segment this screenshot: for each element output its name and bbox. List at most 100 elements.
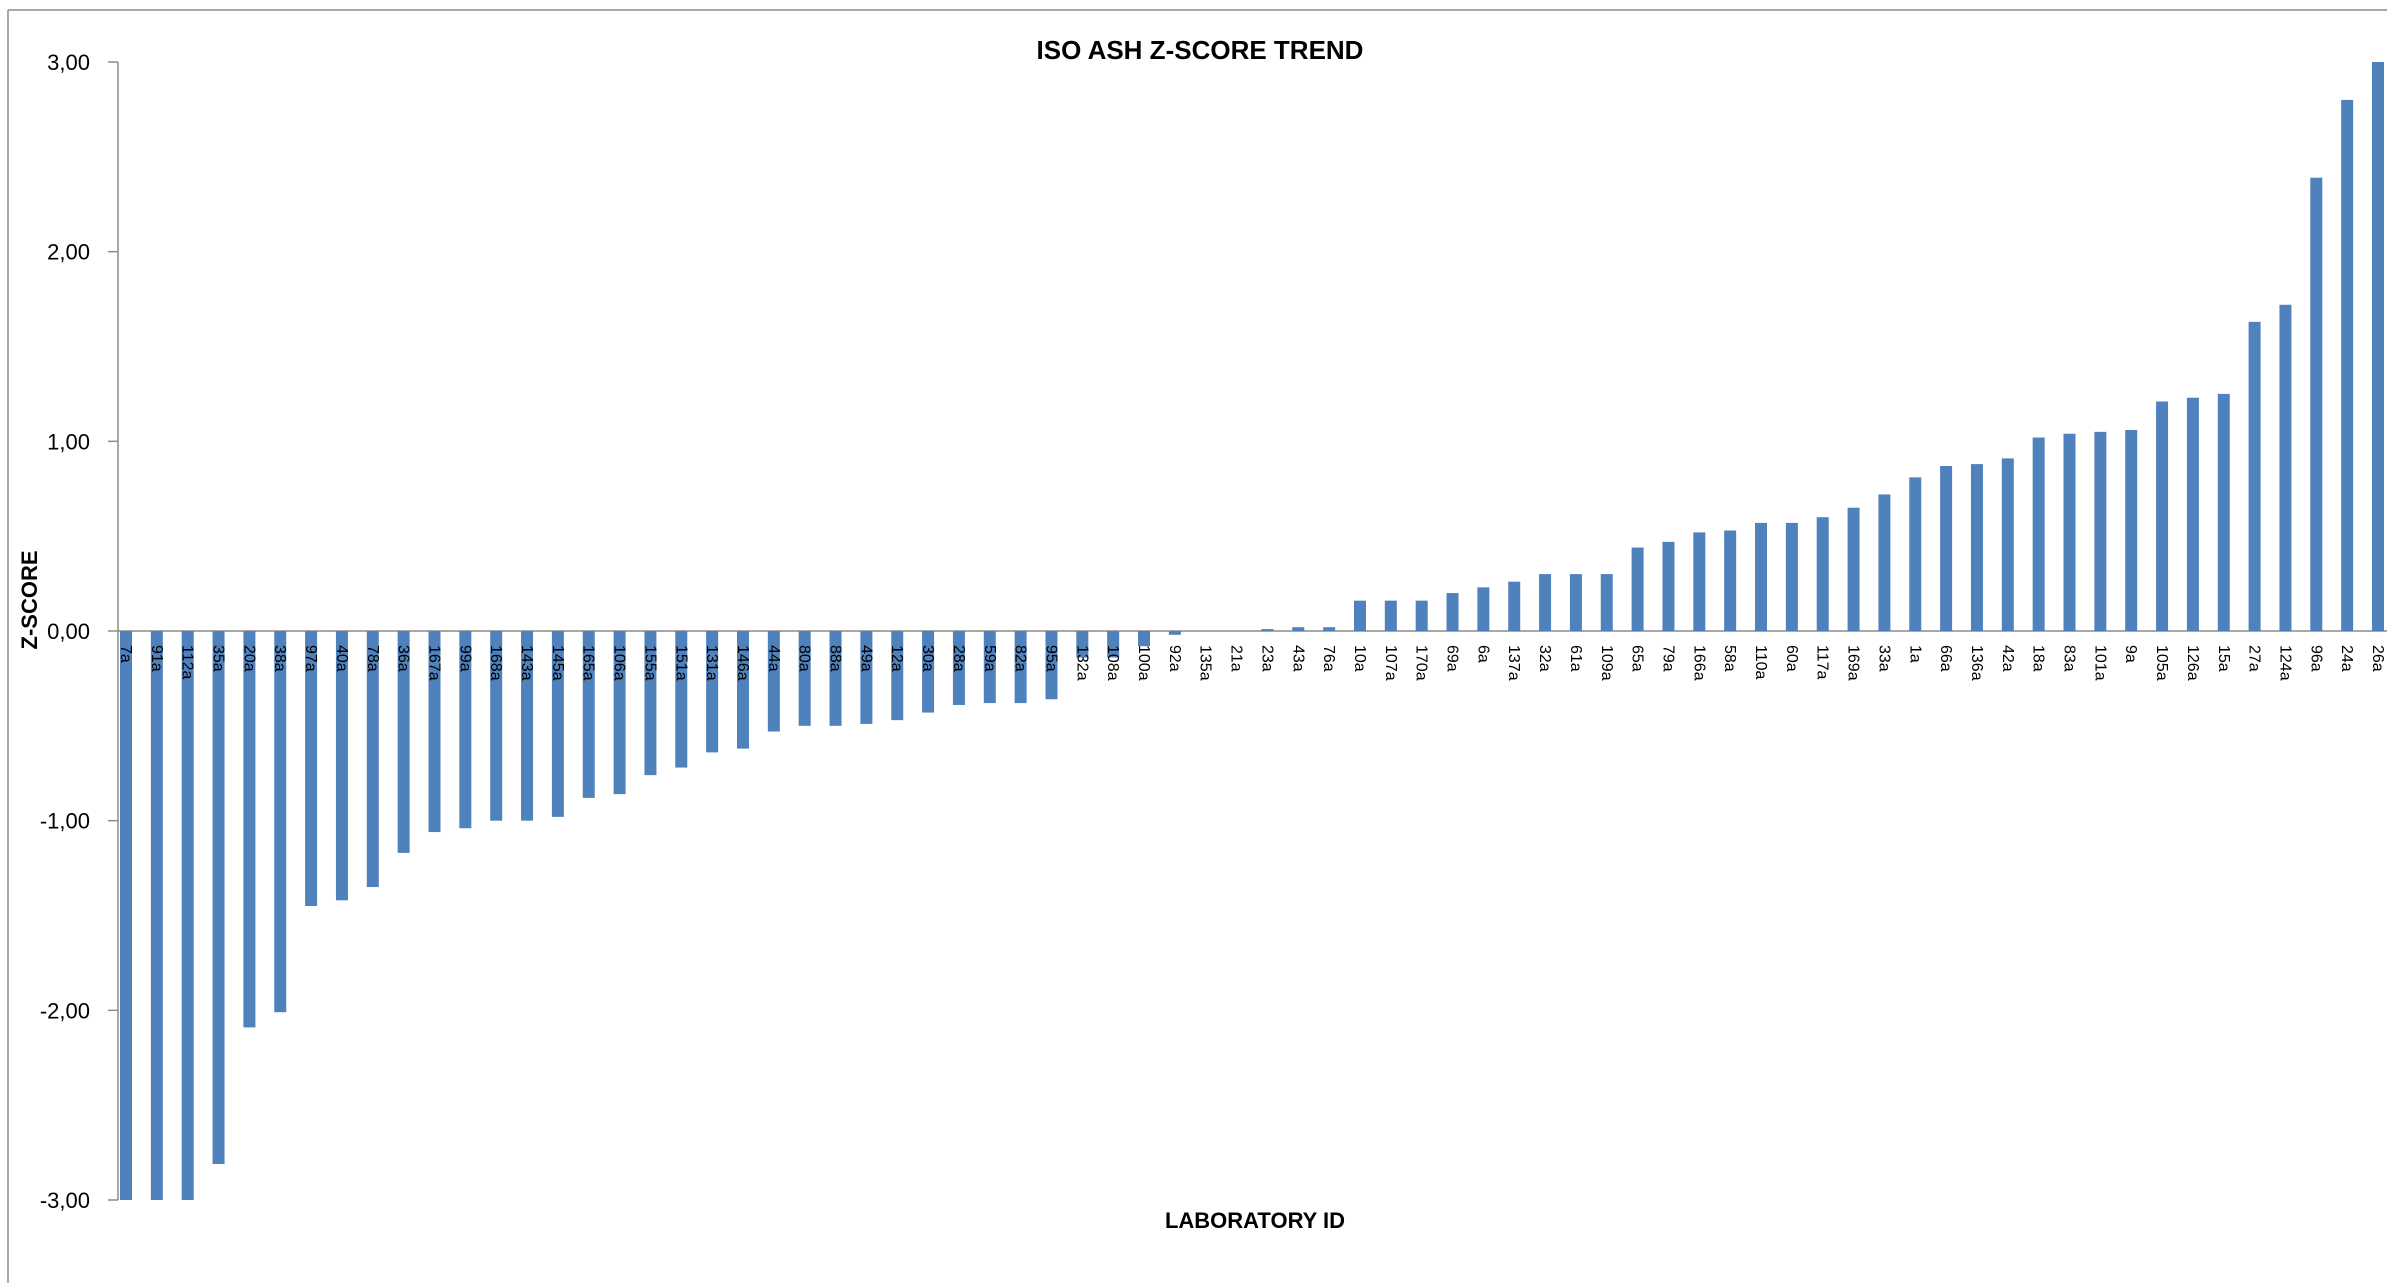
bar-88a — [829, 631, 842, 726]
x-tick-label: 23a — [1258, 645, 1275, 672]
bar-7a — [120, 631, 132, 1200]
bar-23a — [1261, 629, 1274, 631]
bar-49a — [860, 631, 873, 724]
x-tick-label: 30a — [919, 645, 936, 672]
bar-58a — [1724, 530, 1737, 631]
bar-60a — [1785, 522, 1798, 631]
x-tick-label: 65a — [1629, 645, 1646, 672]
x-tick-label: 166a — [1690, 645, 1707, 681]
x-tick-label: 15a — [2215, 645, 2232, 672]
x-tick-label: 143a — [518, 645, 535, 681]
x-tick-label: 59a — [981, 645, 998, 672]
bar-27a — [2248, 321, 2261, 631]
x-tick-label: 136a — [1968, 645, 1985, 681]
y-tick-label: -2,00 — [40, 998, 90, 1023]
bar-82a — [1014, 631, 1027, 704]
y-tick-label: -3,00 — [40, 1188, 90, 1213]
x-axis-title: LABORATORY ID — [1165, 1208, 1345, 1233]
bar-165a — [582, 631, 595, 798]
bar-20a — [243, 631, 256, 1028]
bar-79a — [1662, 541, 1675, 631]
bar-65a — [1631, 547, 1644, 631]
x-tick-label: 49a — [857, 645, 874, 672]
bar-24a — [2341, 99, 2354, 631]
bar-42a — [2001, 458, 2014, 631]
x-tick-label: 95a — [1042, 645, 1059, 672]
x-tick-label: 132a — [1073, 645, 1090, 681]
x-tick-label: 126a — [2184, 645, 2201, 681]
x-tick-label: 24a — [2338, 645, 2355, 672]
x-tick-label: 69a — [1444, 645, 1461, 672]
x-tick-label: 12a — [888, 645, 905, 672]
bar-101a — [2094, 431, 2107, 631]
x-tick-label: 155a — [641, 645, 658, 681]
bar-117a — [1816, 517, 1829, 631]
x-tick-label: 60a — [1783, 645, 1800, 672]
x-tick-label: 83a — [2061, 645, 2078, 672]
x-tick-label: 131a — [703, 645, 720, 681]
x-tick-label: 96a — [2307, 645, 2324, 672]
bar-166a — [1693, 532, 1706, 631]
x-tick-label: 146a — [734, 645, 751, 681]
x-tick-label: 21a — [1228, 645, 1245, 672]
bar-28a — [952, 631, 965, 705]
x-tick-label: 109a — [1598, 645, 1615, 681]
x-tick-label: 80a — [796, 645, 813, 672]
x-tick-label: 33a — [1875, 645, 1892, 672]
x-tick-label: 18a — [2030, 645, 2047, 672]
bar-15a — [2217, 393, 2230, 631]
x-tick-label: 107a — [1382, 645, 1399, 681]
y-axis: 3,00 2,00 1,00 0,00 -1,00 -2,00 -3,00 — [40, 50, 2387, 1213]
x-tick-label: 117a — [1814, 645, 1831, 680]
x-tick-label: 43a — [1289, 645, 1306, 672]
x-tick-label: 82a — [1012, 645, 1029, 672]
x-tick-label: 105a — [2153, 645, 2170, 681]
bar-44a — [767, 631, 780, 732]
x-tick-label: 100a — [1135, 645, 1152, 681]
x-tick-label: 145a — [549, 645, 566, 681]
bar-83a — [2063, 433, 2076, 631]
y-tick-label: -1,00 — [40, 809, 90, 834]
bar-132a — [1076, 631, 1089, 658]
x-tick-label: 38a — [271, 645, 288, 672]
x-tick-label: 108a — [1104, 645, 1121, 681]
y-tick-label: 2,00 — [47, 240, 90, 265]
x-tick-label: 137a — [1505, 645, 1522, 681]
x-tick-label: 27a — [2246, 645, 2263, 672]
bar-69a — [1446, 593, 1459, 631]
y-tick-label: 0,00 — [47, 619, 90, 644]
x-tick-label: 28a — [950, 645, 967, 672]
bar-38a — [274, 631, 287, 1013]
bar-109a — [1600, 574, 1613, 631]
x-tick-label: 106a — [611, 645, 628, 681]
x-tick-label: 66a — [1937, 645, 1954, 672]
bar-110a — [1755, 522, 1768, 631]
bar-131a — [706, 631, 719, 753]
bar-108a — [1107, 631, 1120, 658]
bar-96a — [2310, 177, 2323, 632]
chart-title: ISO ASH Z-SCORE TREND — [1037, 35, 1364, 65]
bar-151a — [675, 631, 688, 768]
bar-40a — [335, 631, 348, 901]
bar-1a — [1909, 477, 1922, 631]
x-tick-label: 99a — [456, 645, 473, 672]
x-tick-label: 112a — [179, 645, 196, 680]
x-tick-label: 110a — [1752, 645, 1769, 680]
x-tick-labels: 7a 91a 112a 35a 20a 38a 97a 40a 78a 36a 167a 99a 168… — [117, 645, 2386, 681]
bar-78a — [366, 631, 379, 888]
x-tick-label: 78a — [364, 645, 381, 672]
bar-32a — [1539, 574, 1552, 631]
bar-169a — [1847, 507, 1860, 631]
bar-33a — [1878, 494, 1891, 631]
x-tick-label: 135a — [1197, 645, 1214, 681]
bars-group — [120, 62, 2384, 1200]
bar-137a — [1508, 581, 1521, 631]
y-tick-label: 1,00 — [47, 429, 90, 454]
bar-95a — [1045, 631, 1058, 700]
bar-167a — [428, 631, 441, 833]
bar-18a — [2032, 437, 2045, 631]
bar-12a — [891, 631, 904, 721]
bar-9a — [2125, 429, 2138, 631]
x-tick-label: 1a — [1906, 645, 1923, 663]
x-tick-label: 44a — [765, 645, 782, 672]
